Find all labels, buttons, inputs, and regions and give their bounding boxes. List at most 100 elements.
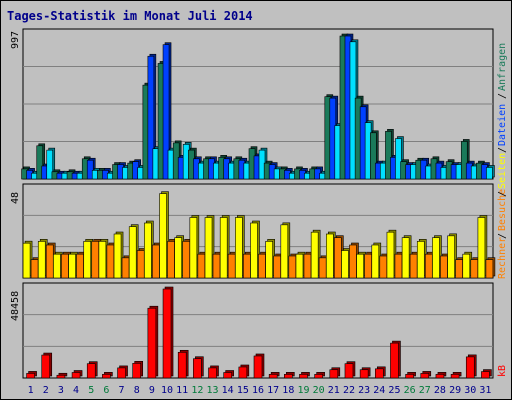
bar-middle-besuche-day-25 — [394, 253, 403, 279]
bar-top-dateien-day-9 — [147, 55, 155, 180]
bar-middle-besuche-day-7 — [121, 257, 130, 279]
bar-bottom-kb-day-14 — [223, 372, 232, 379]
bar-middle-seiten-day-4 — [68, 253, 76, 279]
side-label-dateien: Dateien — [497, 104, 508, 146]
bar-top-seiten-day-31 — [486, 167, 493, 180]
bar-bottom-kb-day-4 — [71, 372, 81, 379]
bar-middle-seiten-day-20 — [310, 231, 319, 279]
bar-bottom-kb-day-7 — [117, 367, 126, 379]
bar-middle-seiten-day-22 — [341, 250, 349, 279]
bar-middle-besuche-day-20 — [318, 257, 327, 279]
bar-middle-besuche-day-3 — [61, 253, 69, 279]
side-label-anfragen: Anfragen — [497, 43, 508, 91]
side-label-kb: kB — [497, 365, 508, 377]
bar-middle-besuche-day-24 — [379, 255, 388, 279]
bar-bottom-kb-day-2 — [41, 354, 51, 379]
bar-top-dateien-day-5 — [86, 159, 94, 180]
bar-top-anfragen-day-25 — [385, 131, 392, 180]
x-tick-label-day-26: 26 — [404, 385, 416, 396]
bar-bottom-kb-day-28 — [435, 374, 445, 379]
bar-middle-seiten-day-18 — [280, 224, 289, 279]
x-tick-label-day-23: 23 — [358, 385, 370, 396]
bar-middle-seiten-day-7 — [113, 233, 122, 279]
bar-middle-seiten-day-15 — [235, 217, 243, 279]
x-tick-label-day-29: 29 — [449, 385, 461, 396]
bar-middle-besuche-day-9 — [152, 244, 160, 279]
bar-bottom-kb-day-8 — [132, 363, 142, 379]
bar-middle-seiten-day-14 — [219, 217, 228, 279]
x-tick-label-day-14: 14 — [222, 385, 234, 396]
panel-middle-ymax-label: 48 — [10, 192, 21, 204]
bar-top-anfragen-day-2 — [36, 145, 44, 180]
x-tick-label-day-10: 10 — [161, 385, 173, 396]
x-tick-label-day-21: 21 — [328, 385, 340, 396]
bar-bottom-kb-day-11 — [177, 351, 187, 379]
bar-middle-seiten-day-8 — [128, 226, 137, 279]
bar-middle-besuche-day-8 — [136, 250, 145, 279]
bar-middle-besuche-day-6 — [106, 244, 115, 279]
bar-middle-besuche-day-12 — [197, 253, 206, 279]
x-tick-label-day-8: 8 — [134, 385, 140, 396]
bar-middle-besuche-day-2 — [45, 244, 54, 279]
bar-bottom-kb-day-30 — [465, 356, 475, 379]
bar-middle-seiten-day-2 — [37, 241, 46, 279]
bar-top-anfragen-day-24 — [369, 132, 377, 180]
side-label-separator: / — [497, 93, 508, 99]
bar-middle-besuche-day-30 — [470, 259, 479, 279]
bar-middle-seiten-day-5 — [83, 241, 92, 279]
side-label-besuche: Besuche — [497, 189, 508, 231]
bar-middle-seiten-day-12 — [189, 217, 198, 279]
bar-middle-besuche-day-29 — [455, 259, 463, 279]
bar-middle-seiten-day-25 — [386, 231, 395, 279]
x-tick-label-day-11: 11 — [176, 385, 188, 396]
panel-top-ymax-label: 997 — [10, 31, 21, 49]
bar-middle-besuche-day-16 — [258, 253, 266, 279]
bar-middle-seiten-day-6 — [98, 241, 107, 279]
x-tick-label-day-30: 30 — [464, 385, 476, 396]
bar-bottom-kb-day-27 — [420, 373, 430, 379]
x-tick-label-day-7: 7 — [119, 385, 125, 396]
bar-middle-seiten-day-29 — [447, 235, 455, 279]
x-tick-label-day-27: 27 — [419, 385, 431, 396]
x-tick-label-day-31: 31 — [479, 385, 491, 396]
bar-top-anfragen-day-30 — [460, 141, 468, 180]
bar-middle-besuche-day-5 — [91, 241, 100, 279]
bar-middle-besuche-day-19 — [303, 253, 312, 279]
side-label-separator: / — [497, 233, 508, 239]
bar-bottom-kb-day-22 — [344, 363, 354, 379]
bar-middle-besuche-day-14 — [227, 253, 236, 279]
bar-middle-besuche-day-28 — [440, 255, 448, 279]
bar-middle-besuche-day-4 — [76, 253, 84, 279]
x-tick-label-day-24: 24 — [373, 385, 385, 396]
bar-middle-seiten-day-11 — [174, 237, 182, 279]
bar-bottom-kb-day-17 — [268, 374, 278, 379]
bar-middle-besuche-day-15 — [243, 253, 251, 279]
x-tick-label-day-1: 1 — [28, 385, 34, 396]
x-tick-label-day-19: 19 — [297, 385, 309, 396]
bar-middle-seiten-day-30 — [462, 253, 471, 279]
x-tick-label-day-2: 2 — [43, 385, 49, 396]
panel-bottom-ymax-label: 48458 — [10, 291, 21, 321]
bar-bottom-kb-day-29 — [450, 374, 460, 379]
x-tick-label-day-16: 16 — [252, 385, 264, 396]
bar-middle-seiten-day-26 — [401, 237, 410, 279]
bar-bottom-kb-day-18 — [284, 374, 293, 379]
x-tick-label-day-25: 25 — [388, 385, 400, 396]
bar-bottom-kb-day-5 — [86, 363, 96, 379]
x-tick-label-day-20: 20 — [313, 385, 325, 396]
bar-bottom-kb-day-6 — [102, 374, 111, 379]
bar-top-seiten-day-25 — [395, 138, 402, 180]
x-tick-label-day-17: 17 — [267, 385, 279, 396]
bar-middle-seiten-day-31 — [477, 217, 486, 279]
bar-middle-seiten-day-3 — [53, 253, 61, 279]
bar-bottom-kb-day-20 — [314, 374, 323, 379]
bar-middle-besuche-day-21 — [334, 237, 342, 279]
bar-middle-seiten-day-17 — [265, 241, 273, 279]
bar-middle-seiten-day-24 — [371, 244, 380, 279]
bar-bottom-kb-day-3 — [56, 374, 66, 379]
bar-bottom-kb-day-13 — [208, 367, 217, 379]
x-tick-label-day-13: 13 — [206, 385, 218, 396]
bar-bottom-kb-day-24 — [374, 368, 384, 379]
